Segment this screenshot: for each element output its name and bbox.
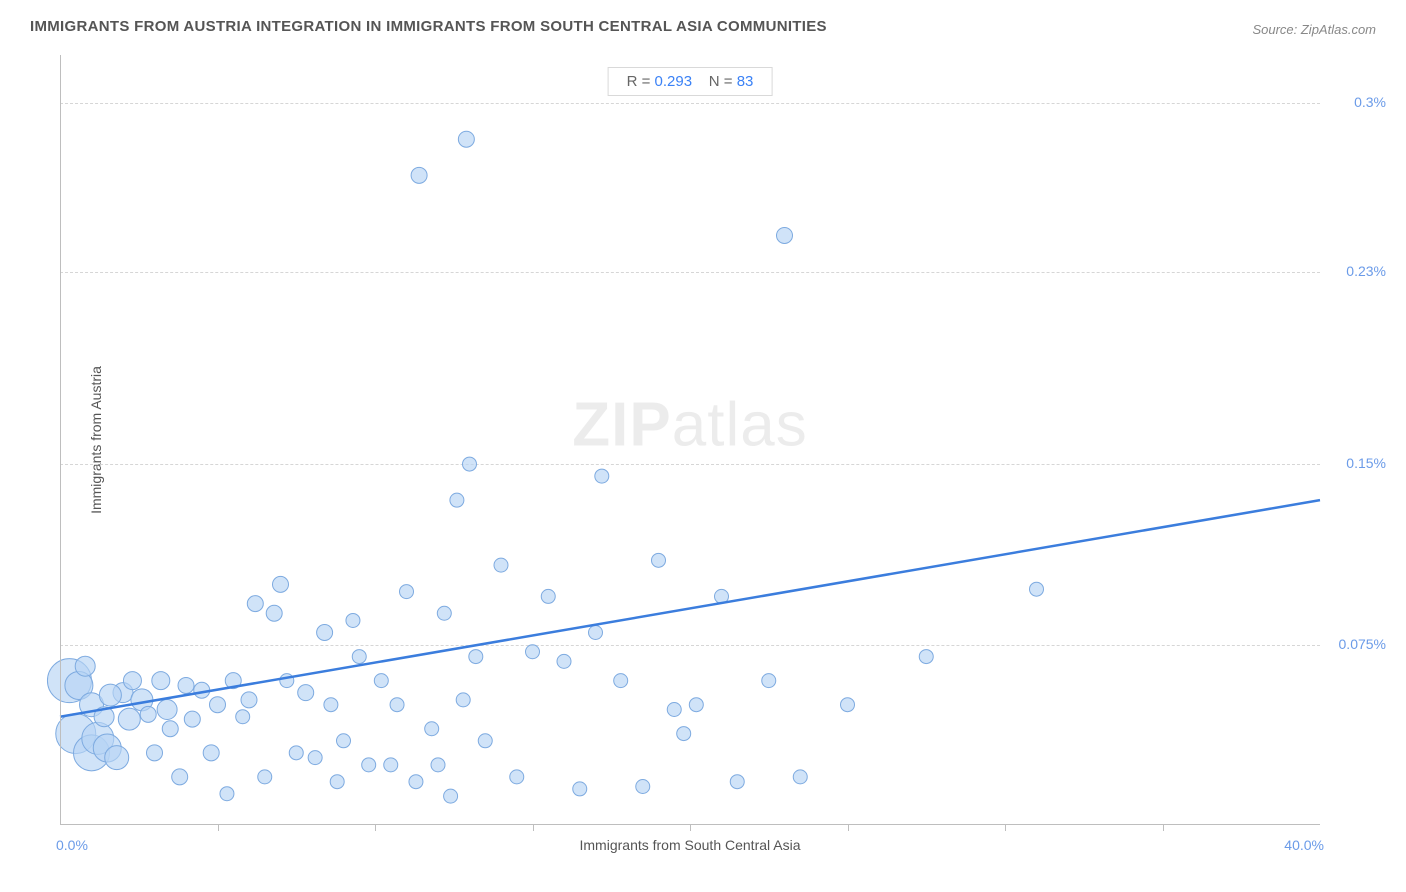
data-point	[317, 625, 333, 641]
data-point	[793, 770, 807, 784]
data-point	[463, 457, 477, 471]
data-point	[614, 674, 628, 688]
data-point	[178, 677, 194, 693]
data-point	[140, 706, 156, 722]
data-point	[1030, 582, 1044, 596]
data-point	[431, 758, 445, 772]
data-point	[236, 710, 250, 724]
data-point	[667, 703, 681, 717]
x-axis-label: Immigrants from South Central Asia	[580, 837, 801, 853]
source-attribution: Source: ZipAtlas.com	[1252, 22, 1376, 37]
data-point	[258, 770, 272, 784]
data-point	[247, 596, 263, 612]
x-tick	[848, 825, 849, 831]
data-point	[689, 698, 703, 712]
data-point	[400, 585, 414, 599]
data-point	[425, 722, 439, 736]
data-point	[589, 626, 603, 640]
data-point	[411, 167, 427, 183]
data-point	[841, 698, 855, 712]
data-point	[652, 553, 666, 567]
data-point	[298, 685, 314, 701]
y-axis-line	[60, 55, 61, 825]
x-min-label: 0.0%	[56, 837, 88, 853]
plot-area: ZIPatlas R = 0.293 N = 83 Immigrants fro…	[60, 55, 1320, 825]
chart-title: IMMIGRANTS FROM AUSTRIA INTEGRATION IN I…	[30, 18, 827, 35]
data-point	[636, 780, 650, 794]
n-label: N =	[709, 73, 733, 90]
data-point	[478, 734, 492, 748]
data-point	[444, 789, 458, 803]
x-max-label: 40.0%	[1284, 837, 1324, 853]
data-point	[510, 770, 524, 784]
x-tick	[218, 825, 219, 831]
data-point	[184, 711, 200, 727]
data-point	[777, 227, 793, 243]
data-point	[273, 576, 289, 592]
data-point	[469, 650, 483, 664]
x-tick	[1005, 825, 1006, 831]
data-point	[241, 692, 257, 708]
data-point	[595, 469, 609, 483]
data-point	[337, 734, 351, 748]
y-tick-label: 0.15%	[1326, 455, 1386, 471]
data-point	[437, 606, 451, 620]
x-tick	[375, 825, 376, 831]
data-point	[330, 775, 344, 789]
data-point	[118, 708, 140, 730]
data-point	[75, 656, 95, 676]
data-point	[99, 684, 121, 706]
data-point	[162, 721, 178, 737]
data-point	[730, 775, 744, 789]
n-value: 83	[737, 73, 754, 90]
data-point	[105, 746, 129, 770]
scatter-svg	[60, 55, 1320, 825]
data-point	[203, 745, 219, 761]
x-tick	[533, 825, 534, 831]
data-point	[409, 775, 423, 789]
data-point	[573, 782, 587, 796]
data-point	[458, 131, 474, 147]
data-point	[147, 745, 163, 761]
data-point	[390, 698, 404, 712]
y-tick-label: 0.3%	[1326, 94, 1386, 110]
x-tick	[1163, 825, 1164, 831]
data-point	[541, 589, 555, 603]
data-point	[210, 697, 226, 713]
data-point	[919, 650, 933, 664]
data-point	[346, 613, 360, 627]
y-tick-label: 0.23%	[1326, 263, 1386, 279]
data-point	[157, 700, 177, 720]
data-point	[123, 672, 141, 690]
data-point	[152, 672, 170, 690]
data-point	[762, 674, 776, 688]
data-point	[526, 645, 540, 659]
data-point	[308, 751, 322, 765]
data-point	[362, 758, 376, 772]
data-point	[172, 769, 188, 785]
stats-box: R = 0.293 N = 83	[608, 67, 773, 96]
data-point	[324, 698, 338, 712]
data-point	[450, 493, 464, 507]
data-point	[220, 787, 234, 801]
x-tick	[690, 825, 691, 831]
r-label: R =	[627, 73, 651, 90]
data-point	[456, 693, 470, 707]
data-point	[374, 674, 388, 688]
data-point	[677, 727, 691, 741]
y-tick-label: 0.075%	[1326, 636, 1386, 652]
data-point	[494, 558, 508, 572]
data-point	[266, 605, 282, 621]
data-point	[384, 758, 398, 772]
data-point	[289, 746, 303, 760]
data-point	[557, 654, 571, 668]
r-value: 0.293	[655, 73, 693, 90]
data-point	[352, 650, 366, 664]
